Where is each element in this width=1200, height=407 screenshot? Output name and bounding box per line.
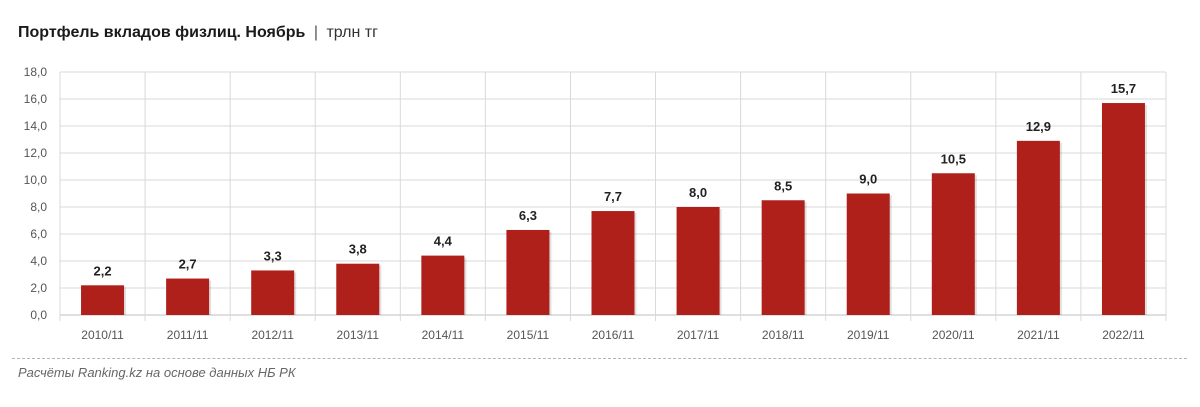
- x-tick-label: 2010/11: [81, 328, 124, 342]
- x-tick-label: 2014/11: [422, 328, 465, 342]
- source-note: Расчёты Ranking.kz на основе данных НБ Р…: [18, 365, 296, 380]
- x-tick-label: 2012/11: [251, 328, 294, 342]
- y-tick-label: 2,0: [30, 281, 47, 295]
- bar-chart: 0,0 2,0 4,0 6,0 8,0 10,0 12,0 14,0 16,0 18,0 2,2 20…: [24, 65, 1167, 342]
- bar: [166, 278, 210, 315]
- title-separator: |: [313, 24, 318, 41]
- bar-value-label: 10,5: [941, 151, 966, 166]
- x-tick-label: 2015/11: [507, 328, 550, 342]
- bar: [421, 255, 465, 315]
- bar: [1016, 140, 1060, 315]
- bar-value-label: 2,7: [179, 257, 197, 272]
- y-tick-label: 14,0: [24, 119, 48, 133]
- bar: [846, 193, 890, 315]
- bar-value-label: 6,3: [519, 208, 537, 223]
- y-tick-label: 8,0: [30, 200, 47, 214]
- chart-unit: трлн тг: [326, 24, 378, 41]
- bar-value-label: 8,5: [774, 178, 792, 193]
- bar-value-label: 2,2: [93, 263, 111, 278]
- bar: [761, 200, 805, 315]
- y-tick-label: 6,0: [30, 227, 47, 241]
- x-tick-label: 2011/11: [167, 328, 209, 342]
- chart-title-main: Портфель вкладов физлиц. Ноябрь: [18, 24, 306, 41]
- y-tick-label: 0,0: [30, 308, 47, 322]
- x-tick-label: 2018/11: [762, 328, 805, 342]
- x-tick-label: 2021/11: [1017, 328, 1060, 342]
- bar: [591, 211, 635, 315]
- x-tick-label: 2017/11: [677, 328, 720, 342]
- bar: [506, 229, 550, 315]
- x-tick-label: 2016/11: [592, 328, 635, 342]
- chart-title: Портфель вкладов физлиц. Ноябрь | трлн т…: [18, 24, 378, 42]
- bar: [1101, 103, 1145, 315]
- y-tick-label: 10,0: [24, 173, 48, 187]
- x-tick-label: 2019/11: [847, 328, 890, 342]
- y-tick-label: 16,0: [24, 92, 48, 106]
- bar-value-label: 15,7: [1111, 81, 1136, 96]
- bar-value-label: 3,8: [349, 242, 367, 257]
- x-tick-label: 2022/11: [1102, 328, 1145, 342]
- bar: [336, 263, 380, 315]
- bar-value-label: 8,0: [689, 185, 707, 200]
- x-tick-label: 2013/11: [337, 328, 380, 342]
- y-tick-label: 12,0: [24, 146, 48, 160]
- bar-value-label: 3,3: [264, 248, 282, 263]
- y-tick-label: 18,0: [24, 65, 48, 79]
- bar: [931, 173, 975, 315]
- bar-value-label: 9,0: [859, 172, 877, 187]
- bar: [251, 270, 295, 315]
- bar: [81, 285, 125, 315]
- bar-value-label: 12,9: [1026, 119, 1051, 134]
- footer-divider: [12, 358, 1187, 359]
- bar: [676, 207, 720, 315]
- y-tick-label: 4,0: [30, 254, 47, 268]
- x-tick-label: 2020/11: [932, 328, 975, 342]
- bar-value-label: 4,4: [434, 234, 453, 249]
- bar-value-label: 7,7: [604, 189, 622, 204]
